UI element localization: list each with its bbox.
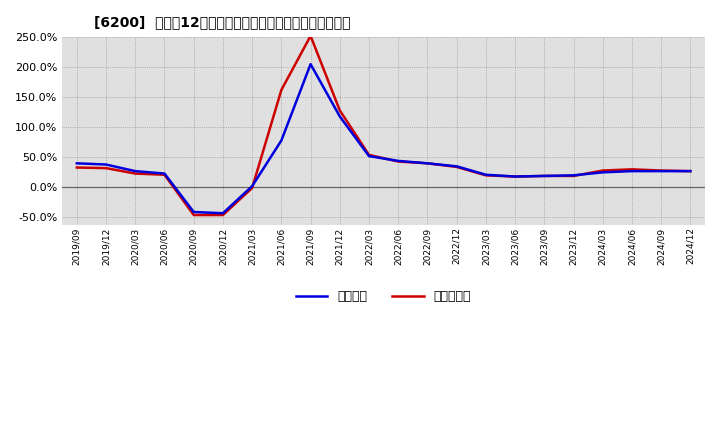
当期純利益: [540, 173, 549, 179]
当期純利益: [510, 174, 519, 179]
当期純利益: [598, 168, 607, 173]
経常利益: [219, 211, 228, 216]
当期純利益: [160, 172, 168, 177]
当期純利益: [452, 164, 461, 169]
経常利益: [423, 161, 432, 166]
経常利益: [131, 169, 140, 174]
経常利益: [510, 174, 519, 179]
経常利益: [570, 173, 578, 178]
当期純利益: [657, 168, 665, 173]
経常利益: [598, 170, 607, 175]
経常利益: [452, 164, 461, 169]
経常利益: [189, 209, 198, 215]
当期純利益: [73, 165, 81, 170]
経常利益: [277, 138, 286, 143]
Line: 経常利益: 経常利益: [77, 64, 690, 213]
当期純利益: [102, 165, 110, 171]
経常利益: [365, 154, 374, 159]
経常利益: [336, 114, 344, 119]
経常利益: [657, 169, 665, 174]
当期純利益: [336, 108, 344, 113]
Line: 当期純利益: 当期純利益: [77, 36, 690, 215]
当期純利益: [628, 167, 636, 172]
当期純利益: [189, 213, 198, 218]
当期純利益: [219, 213, 228, 218]
当期純利益: [277, 88, 286, 93]
経常利益: [102, 162, 110, 167]
経常利益: [628, 169, 636, 174]
経常利益: [482, 172, 490, 177]
経常利益: [540, 173, 549, 179]
当期純利益: [365, 152, 374, 158]
Legend: 経常利益, 当期純利益: 経常利益, 当期純利益: [291, 286, 476, 308]
当期純利益: [306, 33, 315, 39]
当期純利益: [394, 159, 402, 164]
Text: [6200]  利益だ12か月移動合計の対前年同期増減率の推移: [6200] 利益だ12か月移動合計の対前年同期増減率の推移: [94, 15, 351, 29]
当期純利益: [131, 171, 140, 176]
経常利益: [306, 62, 315, 67]
当期純利益: [482, 173, 490, 178]
経常利益: [73, 161, 81, 166]
経常利益: [248, 183, 256, 189]
当期純利益: [570, 173, 578, 179]
経常利益: [686, 169, 695, 174]
当期純利益: [423, 161, 432, 166]
経常利益: [160, 171, 168, 176]
当期純利益: [686, 169, 695, 174]
当期純利益: [248, 185, 256, 191]
経常利益: [394, 158, 402, 164]
